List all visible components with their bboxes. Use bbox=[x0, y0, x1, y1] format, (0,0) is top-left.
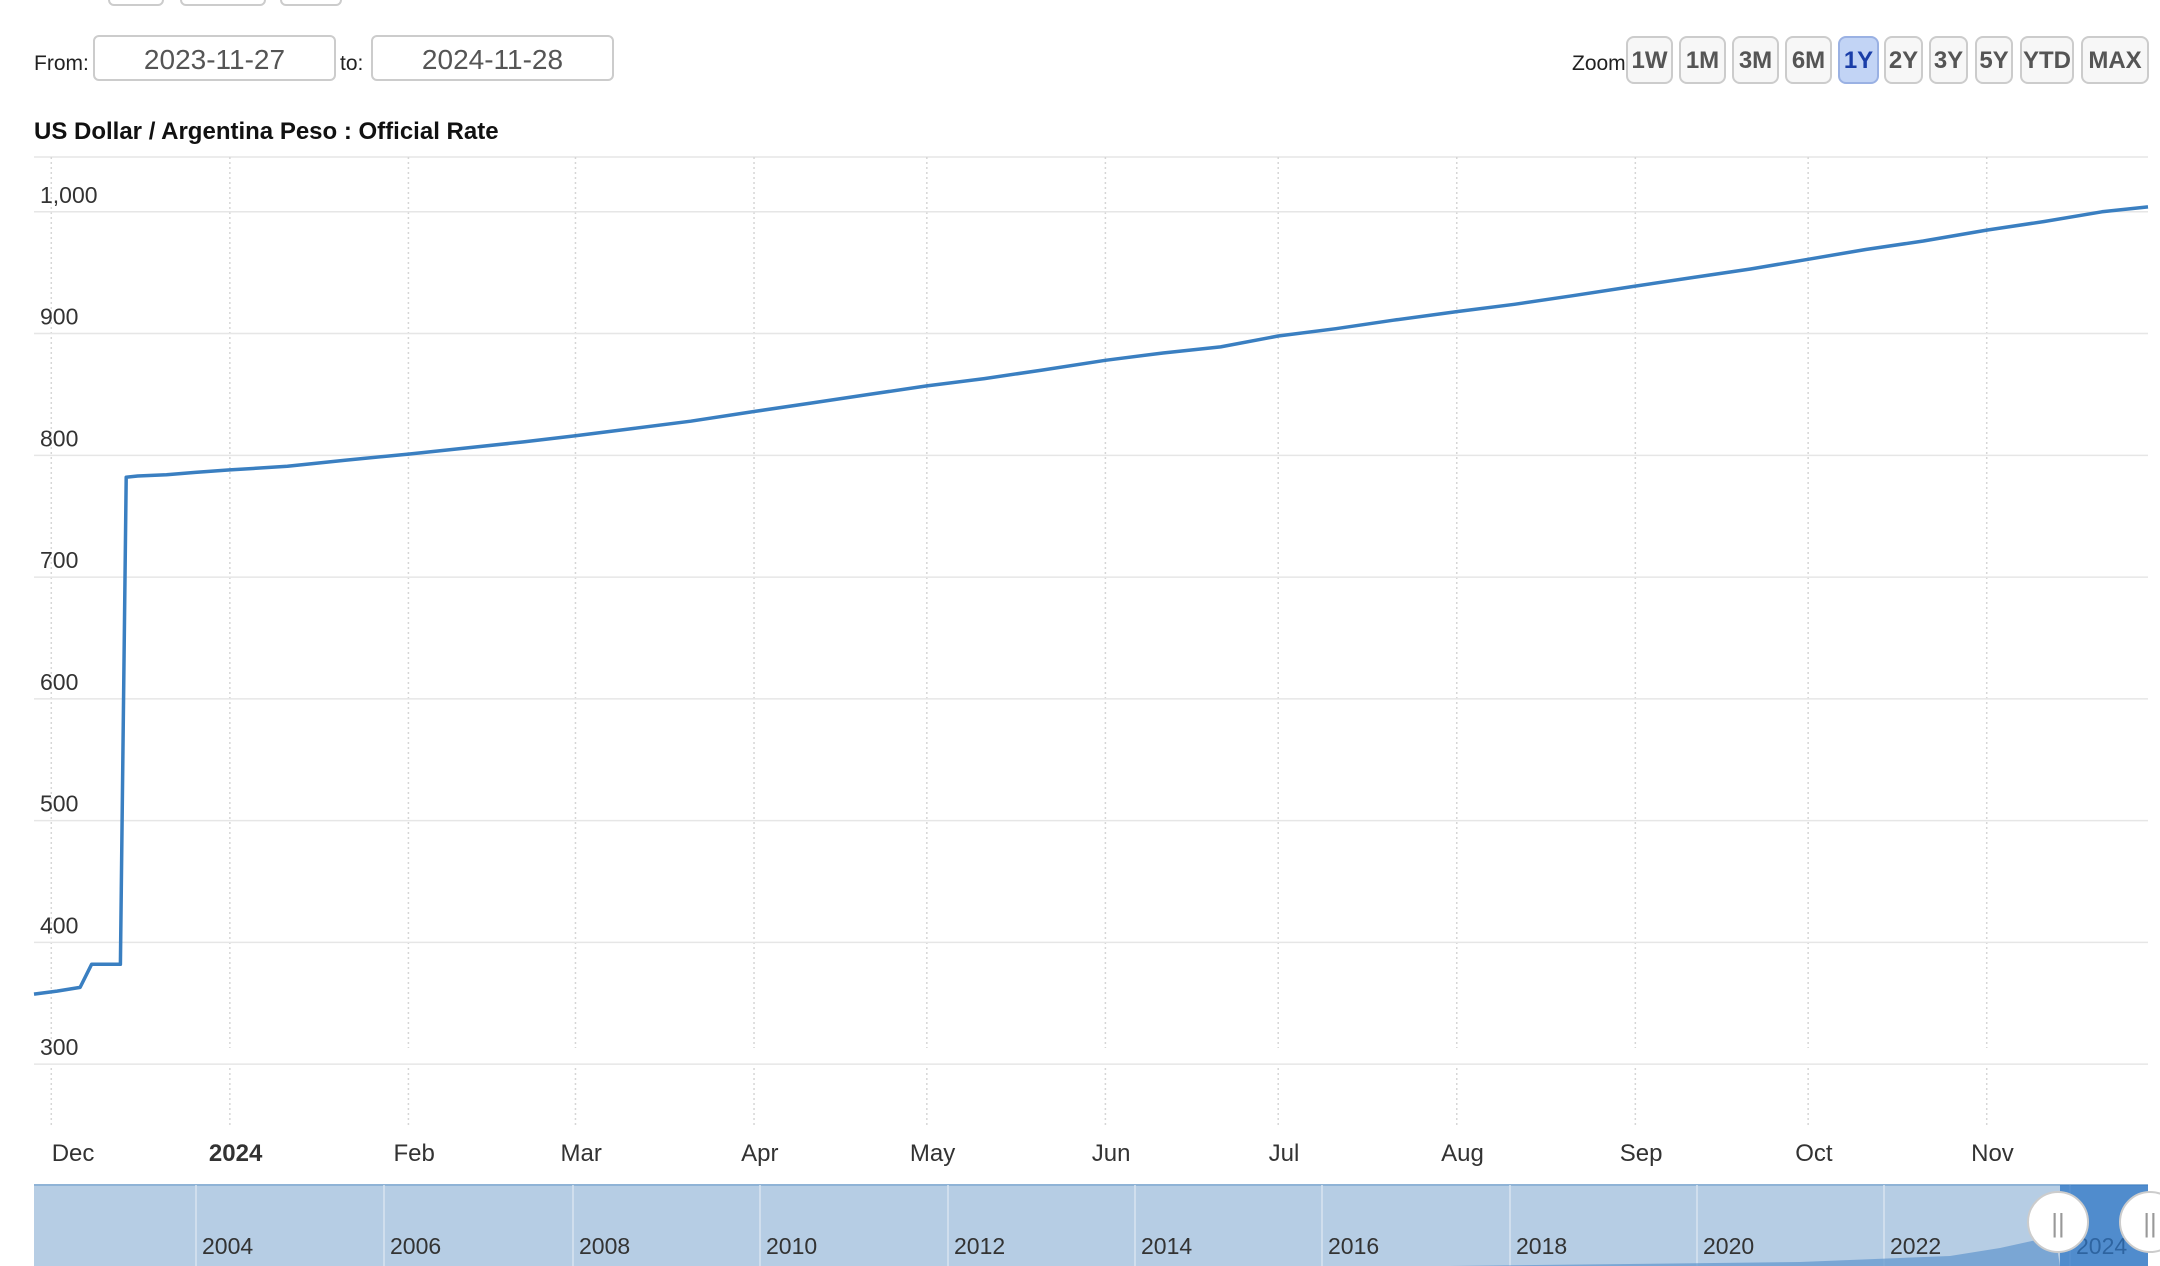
navigator-year-label: 2016 bbox=[1328, 1233, 1379, 1259]
chart-title: US Dollar / Argentina Peso : Official Ra… bbox=[34, 118, 499, 145]
x-tick-label: Jun bbox=[1092, 1140, 1131, 1167]
y-tick-label: 300 bbox=[40, 1034, 78, 1060]
navigator-left-handle[interactable] bbox=[2027, 1191, 2089, 1253]
navigator-year-label: 2006 bbox=[390, 1233, 441, 1259]
y-tick-label: 1,000 bbox=[40, 182, 98, 208]
cropped-control[interactable] bbox=[180, 0, 266, 6]
navigator-year-label: 2004 bbox=[202, 1233, 253, 1259]
navigator-handle-grip: || bbox=[2051, 1208, 2065, 1238]
x-tick-label: Jul bbox=[1269, 1140, 1300, 1167]
navigator-year-label: 2010 bbox=[766, 1233, 817, 1259]
y-tick-label: 400 bbox=[40, 912, 78, 938]
navigator-year-label: 2020 bbox=[1703, 1233, 1754, 1259]
navigator-band bbox=[34, 1185, 2148, 1266]
y-tick-label: 800 bbox=[40, 425, 78, 451]
x-tick-label: Feb bbox=[393, 1140, 434, 1167]
zoom-button-3y[interactable]: 3Y bbox=[1929, 36, 1968, 84]
navigator-year-label: 2012 bbox=[954, 1233, 1005, 1259]
from-label: From: bbox=[34, 52, 89, 75]
to-label: to: bbox=[340, 52, 364, 75]
x-tick-label: Nov bbox=[1971, 1140, 2014, 1167]
y-tick-label: 600 bbox=[40, 669, 78, 695]
zoom-button-5y[interactable]: 5Y bbox=[1975, 36, 2013, 84]
x-tick-label: May bbox=[910, 1140, 955, 1167]
navigator-year-label: 2018 bbox=[1516, 1233, 1567, 1259]
y-tick-label: 900 bbox=[40, 304, 78, 330]
from-date-input[interactable]: 2023-11-27 bbox=[93, 35, 336, 81]
cropped-control[interactable] bbox=[108, 0, 164, 6]
y-tick-label: 700 bbox=[40, 547, 78, 573]
navigator-series-area bbox=[1450, 1236, 2060, 1266]
zoom-button-max[interactable]: MAX bbox=[2081, 36, 2149, 84]
navigator-right-handle[interactable] bbox=[2119, 1191, 2160, 1253]
zoom-button-3m[interactable]: 3M bbox=[1732, 36, 1779, 84]
x-tick-label: 2024 bbox=[209, 1140, 263, 1167]
navigator-year-label: 2014 bbox=[1141, 1233, 1192, 1259]
x-tick-label: Apr bbox=[741, 1140, 778, 1167]
zoom-button-ytd[interactable]: YTD bbox=[2020, 36, 2074, 84]
y-tick-label: 500 bbox=[40, 791, 78, 817]
zoom-button-2y[interactable]: 2Y bbox=[1884, 36, 1923, 84]
zoom-button-6m[interactable]: 6M bbox=[1785, 36, 1832, 84]
zoom-button-1m[interactable]: 1M bbox=[1679, 36, 1726, 84]
x-tick-label: Mar bbox=[561, 1140, 602, 1167]
zoom-button-1y[interactable]: 1Y bbox=[1838, 36, 1879, 84]
series-line bbox=[33, 205, 2149, 996]
zoom-button-1w[interactable]: 1W bbox=[1626, 36, 1673, 84]
x-tick-label: Sep bbox=[1620, 1140, 1663, 1167]
x-tick-label: Dec bbox=[52, 1140, 95, 1167]
x-tick-label: Oct bbox=[1795, 1140, 1833, 1167]
cropped-control[interactable] bbox=[280, 0, 342, 6]
to-date-input[interactable]: 2024-11-28 bbox=[371, 35, 614, 81]
zoom-label: Zoom: bbox=[1572, 52, 1632, 75]
navigator-year-label: 2008 bbox=[579, 1233, 630, 1259]
x-tick-label: Aug bbox=[1441, 1140, 1484, 1167]
navigator-handle-grip: || bbox=[2143, 1208, 2157, 1238]
navigator-year-label: 2022 bbox=[1890, 1233, 1941, 1259]
